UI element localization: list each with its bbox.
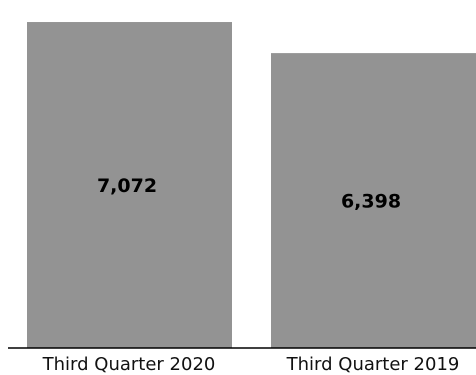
bar-value-label-1: 7,072 [97, 175, 157, 197]
category-label-2: Third Quarter 2019 [286, 354, 460, 375]
bars-group [27, 22, 476, 348]
bar-1 [27, 22, 232, 348]
bar-2 [271, 53, 476, 348]
bar-value-label-2: 6,398 [341, 191, 401, 213]
labels-group: 7,072 Third Quarter 2020 6,398 Third Quarte… [42, 175, 460, 375]
category-label-1: Third Quarter 2020 [42, 354, 216, 375]
